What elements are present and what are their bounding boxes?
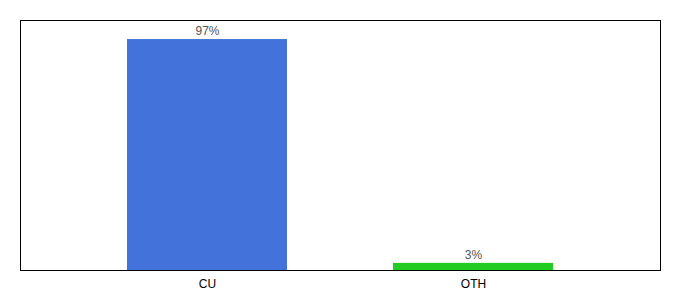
svg-text:OTH: OTH xyxy=(461,277,486,291)
svg-text:97%: 97% xyxy=(195,24,219,38)
svg-text:3%: 3% xyxy=(465,248,483,262)
svg-text:CU: CU xyxy=(199,277,216,291)
